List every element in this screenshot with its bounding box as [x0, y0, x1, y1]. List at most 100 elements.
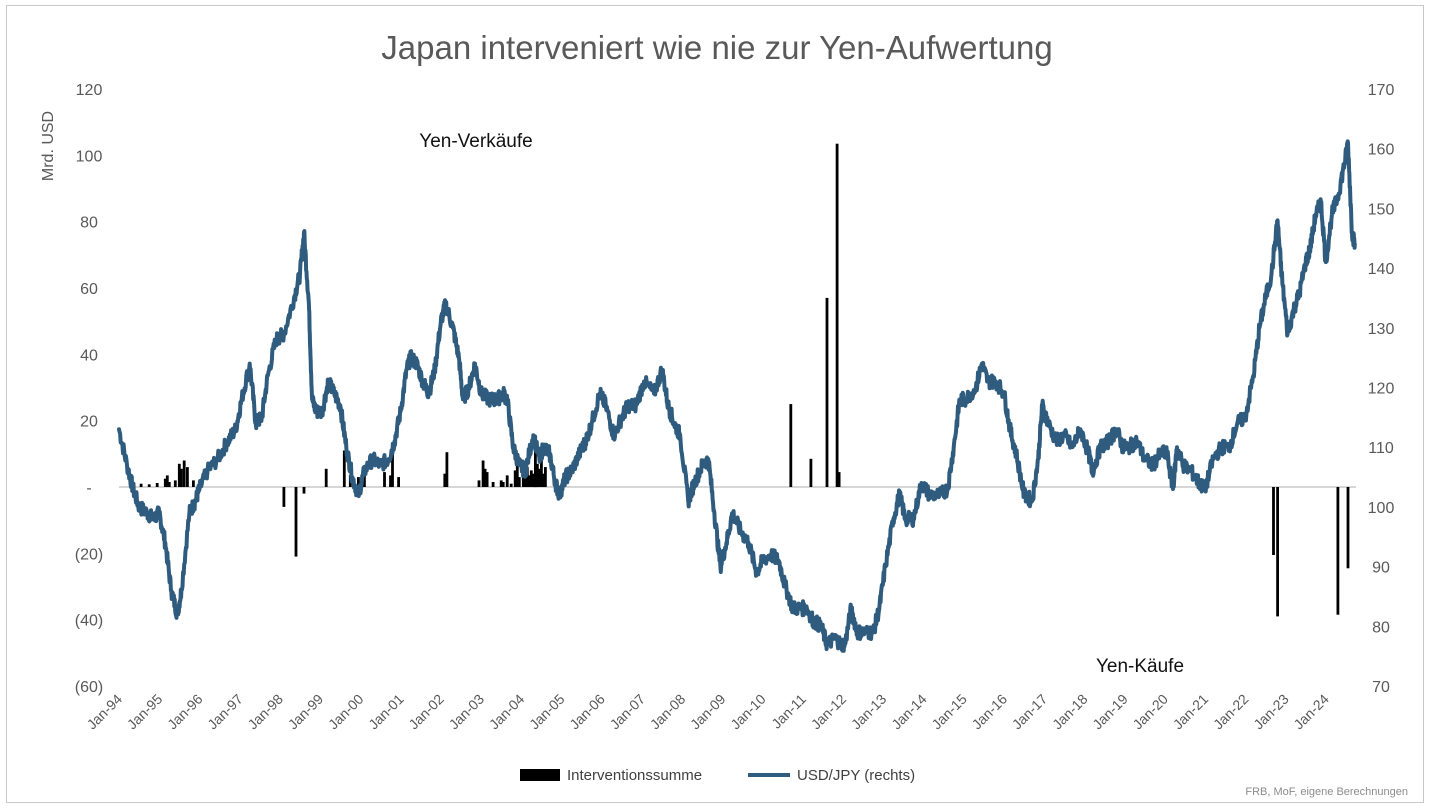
left-tick-label: 40: [80, 347, 98, 364]
right-tick-label: 150: [1368, 201, 1395, 218]
intervention-bar: [544, 467, 547, 487]
intervention-bar: [397, 477, 400, 487]
x-tick-label: Jan-97: [204, 691, 246, 733]
right-tick-label: 110: [1368, 440, 1394, 457]
intervention-bar: [809, 458, 813, 487]
annotation-yen-kaeufe: Yen-Käufe: [1096, 656, 1184, 677]
legend: Interventionssumme USD/JPY (rechts): [520, 767, 915, 784]
intervention-bar: [483, 468, 487, 487]
x-tick-label: Jan-05: [526, 691, 568, 733]
x-tick-label: Jan-03: [446, 691, 488, 733]
right-tick-label: 160: [1368, 142, 1395, 159]
source-note: FRB, MoF, eigene Berechnungen: [1245, 786, 1408, 798]
intervention-bar: [534, 437, 537, 488]
x-tick-label: Jan-96: [164, 691, 206, 733]
left-tick-label: (60): [75, 679, 103, 696]
intervention-bar: [383, 472, 386, 487]
chart-svg: Japan interveniert wie nie zur Yen-Aufwe…: [40, 29, 1408, 798]
x-tick-label: Jan-04: [486, 691, 528, 733]
x-tick-label: Jan-19: [1089, 691, 1131, 733]
right-tick-label: 120: [1368, 381, 1395, 398]
left-tick-label: 60: [80, 281, 98, 298]
intervention-bar: [491, 482, 495, 487]
legend-label-line: USD/JPY (rechts): [797, 767, 915, 784]
intervention-bars: [139, 143, 1350, 617]
x-tick-label: Jan-09: [687, 691, 729, 733]
x-tick-label: Jan-98: [244, 691, 286, 733]
right-tick-label: 140: [1368, 261, 1395, 278]
right-tick-label: 80: [1372, 619, 1390, 636]
legend-swatch-bars: [520, 769, 560, 781]
intervention-bar: [513, 470, 517, 487]
intervention-bar: [536, 463, 539, 487]
intervention-bar: [789, 404, 793, 487]
intervention-bar: [167, 482, 171, 487]
intervention-bar: [1336, 487, 1340, 615]
left-tick-label: 80: [80, 215, 98, 232]
intervention-bar: [294, 487, 298, 557]
intervention-bar: [837, 472, 841, 487]
intervention-bar: [538, 468, 541, 487]
x-tick-label: Jan-16: [969, 691, 1011, 733]
intervention-bar: [173, 480, 177, 487]
x-tick-label: Jan-99: [285, 691, 327, 733]
intervention-bar: [389, 475, 392, 487]
intervention-bar: [509, 483, 513, 487]
intervention-bar: [192, 480, 195, 487]
x-tick-label: Jan-95: [124, 691, 166, 733]
right-tick-label: 170: [1368, 82, 1395, 99]
intervention-bar: [1276, 487, 1279, 617]
intervention-bar: [835, 143, 839, 487]
intervention-bar: [525, 467, 529, 487]
x-tick-label: Jan-23: [1250, 691, 1292, 733]
intervention-bar: [182, 460, 186, 487]
intervention-bar: [155, 483, 159, 487]
intervention-bar: [501, 482, 505, 487]
x-tick-label: Jan-17: [1009, 691, 1051, 733]
intervention-bar: [527, 475, 531, 487]
intervention-bar: [139, 483, 143, 487]
intervention-bar: [499, 480, 503, 487]
x-tick-label: Jan-06: [566, 691, 608, 733]
x-tick-label: Jan-13: [848, 691, 890, 733]
intervention-bar: [517, 477, 521, 487]
left-tick-label: 100: [76, 148, 103, 165]
chart-title: Japan interveniert wie nie zur Yen-Aufwe…: [381, 29, 1052, 66]
x-tick-label: Jan-01: [365, 691, 407, 733]
intervention-bar: [523, 473, 527, 487]
intervention-bar: [477, 480, 481, 487]
intervention-bar: [825, 297, 829, 487]
x-tick-label: Jan-20: [1129, 691, 1171, 733]
intervention-bar: [165, 475, 169, 487]
intervention-bar: [186, 467, 189, 487]
intervention-bar: [391, 443, 394, 487]
left-tick-label: (20): [75, 546, 103, 563]
annotation-yen-verkaeufe: Yen-Verkäufe: [419, 131, 532, 152]
right-tick-label: 100: [1368, 500, 1395, 517]
intervention-bar: [282, 487, 286, 507]
x-tick-label: Jan-14: [888, 691, 930, 733]
intervention-bar: [445, 452, 449, 487]
intervention-bar: [529, 470, 533, 487]
x-tick-label: Jan-18: [1049, 691, 1091, 733]
x-tick-label: Jan-15: [928, 691, 970, 733]
intervention-bar: [1272, 487, 1275, 555]
right-axis-ticks: 170 160 150 140 130 120 110 100 90 80 70: [1368, 82, 1395, 696]
intervention-bar: [485, 472, 489, 487]
x-tick-label: Jan-00: [325, 691, 367, 733]
left-axis-label: Mrd. USD: [40, 111, 57, 181]
intervention-bar: [180, 468, 183, 487]
left-tick-label: 120: [76, 82, 103, 99]
x-tick-label: Jan-10: [727, 691, 769, 733]
intervention-bar: [357, 477, 360, 487]
intervention-bar: [1346, 487, 1350, 569]
intervention-bar: [531, 473, 535, 487]
intervention-bar: [163, 478, 167, 487]
left-tick-label: (40): [75, 613, 103, 630]
x-tick-label: Jan-07: [607, 691, 649, 733]
intervention-bar: [540, 447, 543, 487]
x-tick-label: Jan-22: [1210, 691, 1252, 733]
intervention-bar: [147, 484, 151, 487]
x-tick-label: Jan-21: [1170, 691, 1212, 733]
usdjpy-line: [117, 139, 1357, 653]
